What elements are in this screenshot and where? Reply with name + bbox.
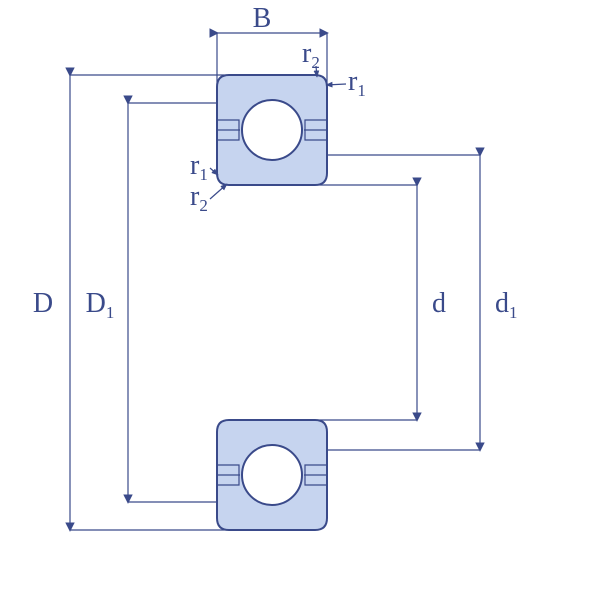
label-r2-inner: r2 bbox=[190, 181, 208, 215]
label-B: B bbox=[253, 3, 272, 34]
label-D: D bbox=[33, 288, 53, 319]
label-r1-inner: r1 bbox=[190, 150, 208, 184]
label-d: d bbox=[432, 288, 446, 319]
label-d1: d1 bbox=[495, 288, 518, 322]
label-D1: D1 bbox=[86, 288, 115, 322]
label-r2-outer: r2 bbox=[302, 38, 320, 72]
label-r1-outer: r1 bbox=[348, 66, 366, 100]
bearing-diagram: BDD1dd1r1r2r1r2 bbox=[0, 0, 600, 600]
